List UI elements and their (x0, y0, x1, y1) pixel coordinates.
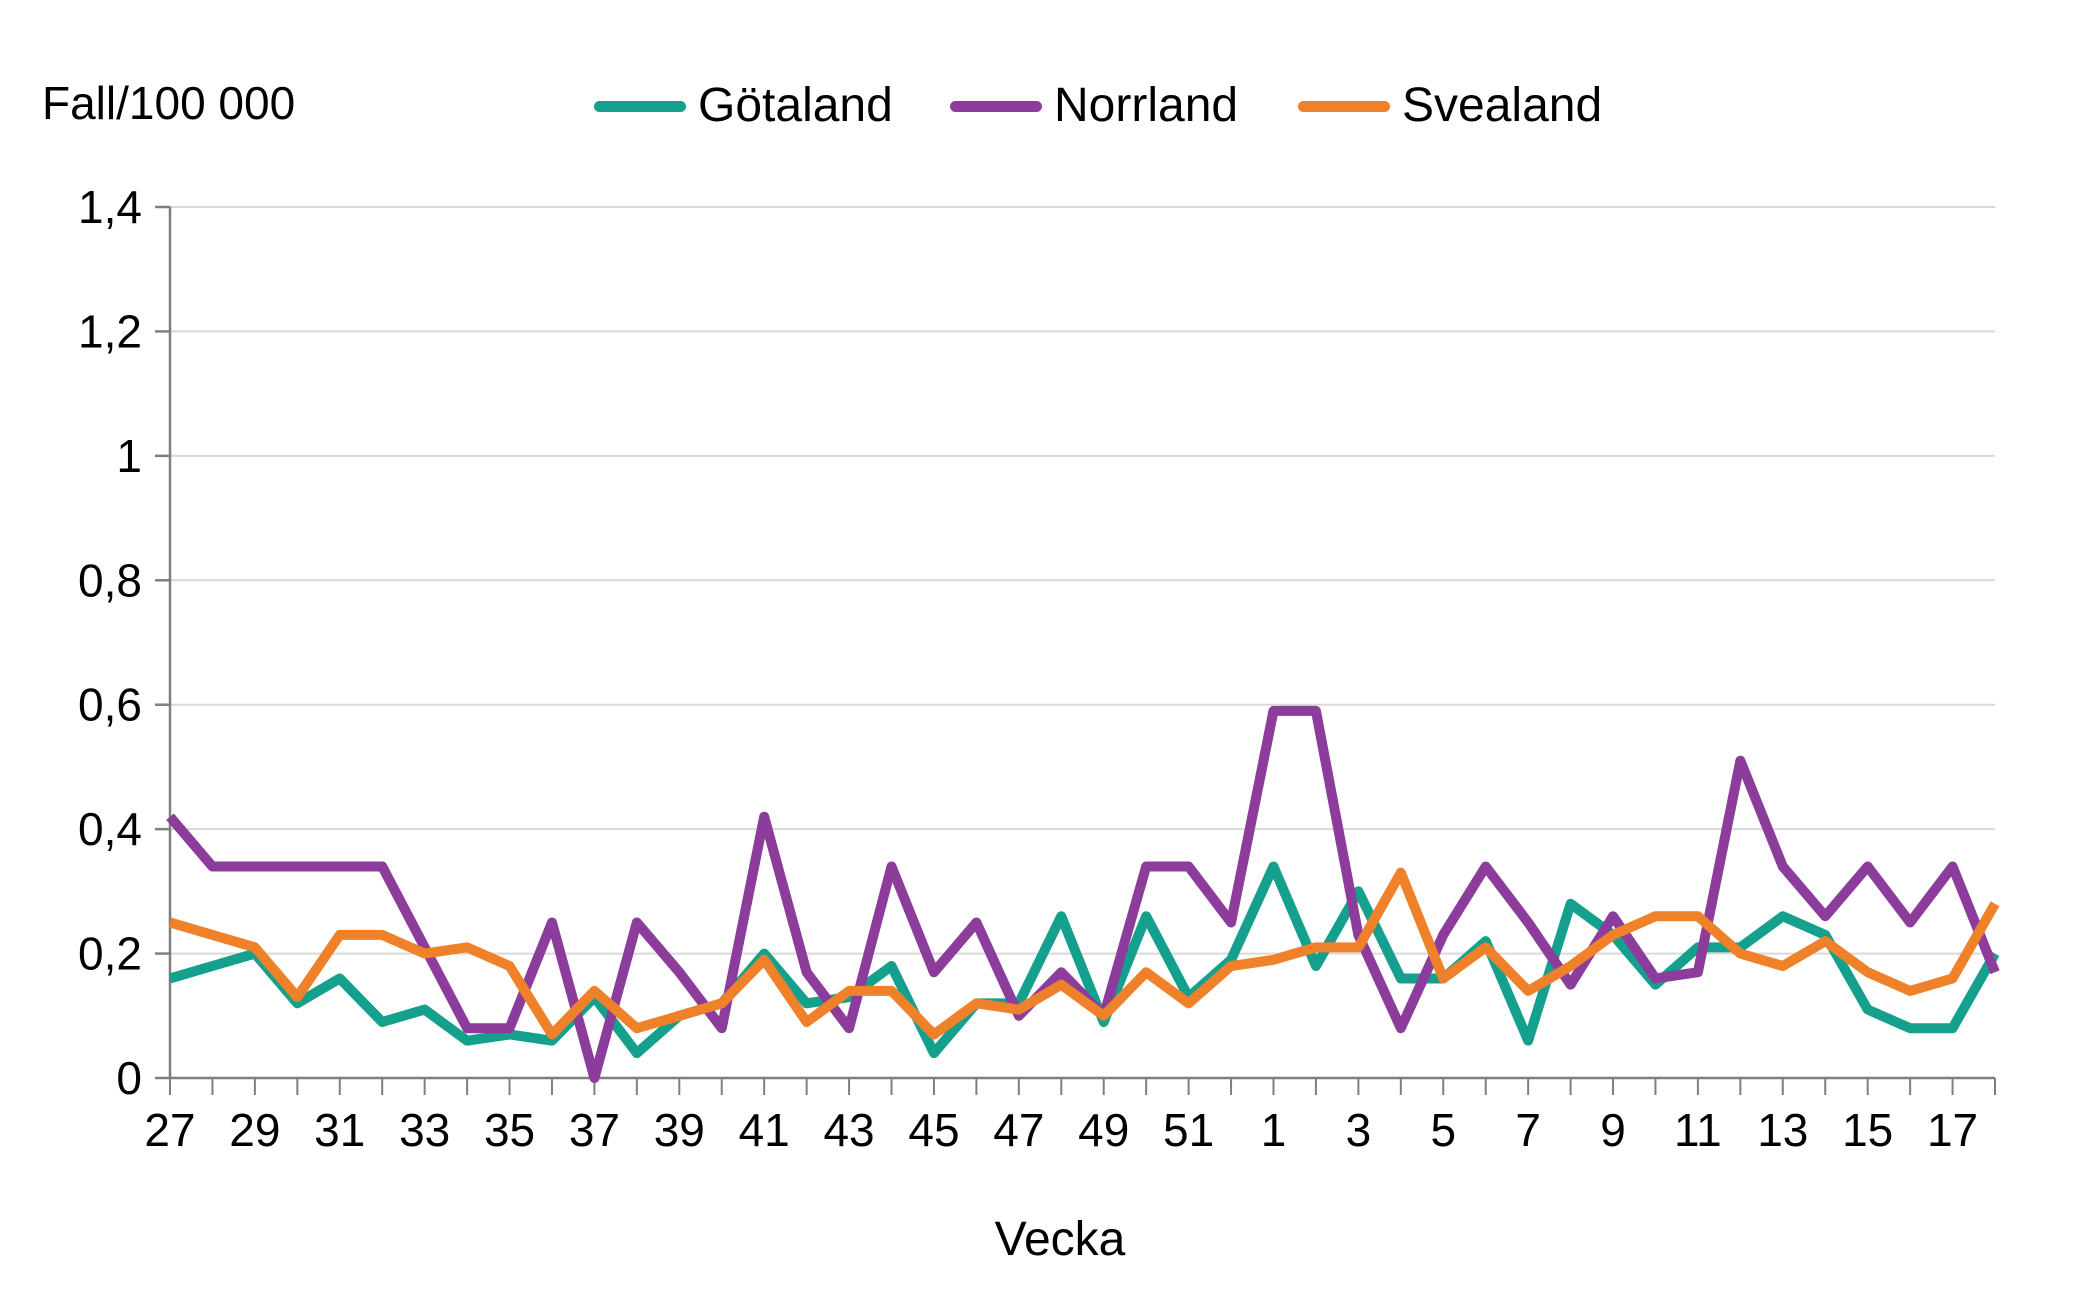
x-tick-label: 43 (823, 1104, 874, 1156)
x-tick-label: 1 (1261, 1104, 1287, 1156)
x-tick-label: 3 (1346, 1104, 1372, 1156)
x-tick-label: 15 (1842, 1104, 1893, 1156)
y-axis-title: Fall/100 000 (42, 77, 296, 129)
x-tick-label: 29 (229, 1104, 280, 1156)
x-tick-label: 47 (993, 1104, 1044, 1156)
y-tick-label: 0 (116, 1052, 142, 1104)
x-tick-label: 17 (1927, 1104, 1978, 1156)
legend-swatch-svealand (1298, 100, 1390, 112)
legend-label-gotaland: Götaland (698, 79, 893, 132)
series-line-gtaland (168, 861, 2000, 1059)
y-tick-label: 0,4 (78, 803, 142, 855)
legend-label-svealand: Svealand (1402, 79, 1603, 132)
series-line-norrland (166, 705, 2000, 1083)
x-tick-label: 31 (314, 1104, 365, 1156)
x-tick-label: 13 (1757, 1104, 1808, 1156)
legend-item-gotaland: Götaland (594, 80, 893, 132)
x-tick-label: 5 (1430, 1104, 1456, 1156)
legend-item-norrland: Norrland (950, 80, 1238, 132)
y-tick-label: 1 (116, 430, 142, 482)
y-tick-label: 0,8 (78, 554, 142, 606)
x-tick-label: 33 (399, 1104, 450, 1156)
legend-swatch-gotaland (594, 100, 686, 112)
x-tick-label: 9 (1600, 1104, 1626, 1156)
legend-item-svealand: Svealand (1298, 80, 1602, 132)
x-tick-label: 27 (144, 1104, 195, 1156)
x-tick-label: 45 (908, 1104, 959, 1156)
legend-swatch-norrland (950, 100, 1042, 112)
x-tick-label: 11 (1674, 1104, 1722, 1156)
legend-label-norrland: Norrland (1054, 79, 1239, 132)
x-tick-label: 39 (654, 1104, 705, 1156)
y-tick-label: 0,6 (78, 679, 142, 731)
y-tick-label: 1,2 (78, 305, 142, 357)
series-line-svealand (168, 867, 2000, 1040)
x-tick-label: 37 (569, 1104, 620, 1156)
y-tick-label: 0,2 (78, 928, 142, 980)
y-tick-label: 1,4 (78, 181, 142, 233)
x-axis-title: Vecka (994, 1213, 1126, 1266)
x-tick-label: 35 (484, 1104, 535, 1156)
x-tick-label: 51 (1163, 1104, 1214, 1156)
x-tick-label: 41 (739, 1104, 790, 1156)
x-tick-label: 49 (1078, 1104, 1129, 1156)
x-tick-label: 7 (1515, 1104, 1541, 1156)
